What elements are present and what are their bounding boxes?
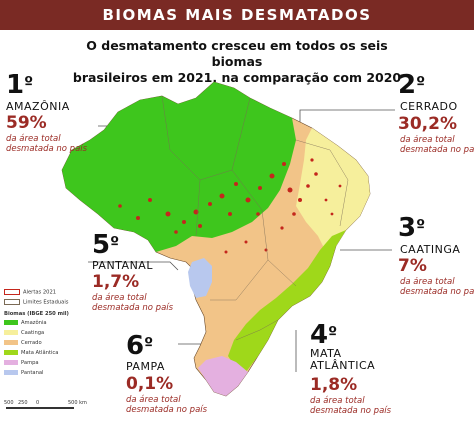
desc-line-1: da área total [400,135,455,145]
rank-pantanal: 5º [92,232,119,258]
percent-amazonia: 59% [6,113,47,133]
legend-label: Pampa [21,360,39,366]
legend-label: Cerrado [21,340,42,346]
desc-cerrado: da área total desmatada no país [400,135,474,155]
deforestation-alerts [118,158,342,254]
caatinga-region [296,128,370,252]
rank-suffix: º [328,323,338,342]
legend-label: Alertas 2021 [23,289,57,296]
desc-line-1: da área total [92,293,147,303]
desc-pampa: da área total desmatada no país [126,395,207,415]
scale-tick: 0 [36,400,40,406]
rank-number: 4 [310,320,329,350]
rank-cerrado: 2º [398,72,425,98]
rank-pampa: 6º [126,333,153,359]
rank-number: 1 [6,70,25,100]
biome-name-cerrado: CERRADO [400,100,458,113]
desc-amazonia: da área total desmatada no país [6,134,87,154]
desc-line-2: desmatada no país [400,287,474,297]
rank-amazonia: 1º [6,72,33,98]
legend-item-amazonia: Amazônia [4,320,47,326]
legend-title: Biomas (IBGE 250 mil) [4,311,69,317]
pointer-pantanal [88,261,179,271]
legend-item-pampa: Pampa [4,360,39,366]
desc-mata-atlantica: da área total desmatada no país [310,396,391,416]
amazonia-swatch [4,320,18,325]
pantanal-region [188,258,212,298]
rank-suffix: º [416,216,426,235]
biome-name-pantanal: PANTANAL [92,259,153,272]
desc-line-1: da área total [6,134,61,144]
alerts-swatch [4,289,20,295]
desc-line-2: desmatada no país [126,405,208,415]
state-limits [161,95,349,341]
legend-item-caatinga: Caatinga [4,330,44,336]
legend-limits: Limites Estaduais [4,299,69,306]
subtitle-line-1: O desmatamento cresceu em todos os seis … [86,38,388,69]
legend-item-pantanal: Pantanal [4,370,43,376]
biome-name-caatinga: CAATINGA [400,243,461,256]
rank-number: 2 [398,70,417,100]
desc-line-1: da área total [310,396,365,406]
pantanal-swatch [4,370,18,375]
legend-item-mata-atlantica: Mata Atlântica [4,350,58,356]
legend-alerts: Alertas 2021 [4,289,57,296]
desc-line-1: da área total [126,395,181,405]
subtitle-line-2: brasileiros em 2021, na comparação com 2… [72,70,402,85]
rank-caatinga: 3º [398,215,425,241]
rank-mata-atlantica: 4º [310,322,337,348]
legend-label: Pantanal [21,370,44,376]
desc-caatinga: da área total desmatada no país [400,277,474,297]
biome-name-mata-atlantica: MATA ATLÂNTICA [310,348,375,372]
desc-pantanal: da área total desmatada no país [92,293,173,313]
biome-name-pampa: PAMPA [126,360,165,373]
mata-atlantica-swatch [4,350,18,355]
mata-atlantica-region [228,230,346,372]
legend-label: Caatinga [21,330,45,336]
desc-line-2: desmatada no país [92,303,174,313]
percent-cerrado: 30,2% [398,114,457,134]
desc-line-2: desmatada no país [400,145,474,155]
rank-suffix: º [110,233,120,252]
limits-swatch [4,299,20,305]
rank-number: 6 [126,331,145,361]
scale-tick: 250 [18,400,28,406]
subtitle: O desmatamento cresceu em todos os seis … [60,38,414,86]
percent-pantanal: 1,7% [92,272,140,292]
header-bar: BIOMAS MAIS DESMATADOS [0,0,474,30]
rank-number: 5 [92,230,111,260]
rank-suffix: º [24,73,34,92]
pampa-region [198,356,248,396]
legend-label: Limites Estaduais [23,299,69,306]
percent-mata-atlantica: 1,8% [310,375,358,395]
scale-tick: 500 km [68,400,87,406]
map-legend: Alertas 2021 Limites Estaduais Biomas (I… [4,289,84,389]
page-title: BIOMAS MAIS DESMATADOS [102,6,372,24]
scale-tick: 500 [4,400,14,406]
caatinga-swatch [4,330,18,335]
legend-label: Mata Atlântica [21,350,59,356]
percent-pampa: 0,1% [126,374,174,394]
desc-line-2: desmatada no país [310,406,392,416]
rank-suffix: º [416,73,426,92]
scale-line [6,407,74,409]
desc-line-1: da área total [400,277,455,287]
legend-item-cerrado: Cerrado [4,340,42,346]
percent-caatinga: 7% [398,256,427,276]
desc-line-2: desmatada no país [6,144,88,154]
biome-name-amazonia: AMAZÔNIA [6,100,70,113]
rank-suffix: º [144,334,154,353]
biome-line-1: MATA [310,347,342,360]
biome-line-2: ATLÂNTICA [310,359,376,372]
amazonia-region [62,82,296,252]
rank-number: 3 [398,213,417,243]
scale-bar: 500 250 0 500 km [4,400,94,410]
pampa-swatch [4,360,18,365]
cerrado-swatch [4,340,18,345]
legend-label: Amazônia [21,320,47,326]
